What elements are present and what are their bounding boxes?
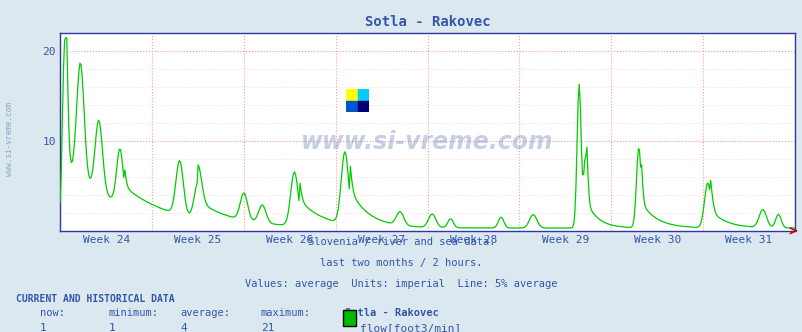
Text: 1: 1 — [108, 323, 115, 332]
Text: Sotla - Rakovec: Sotla - Rakovec — [345, 308, 439, 318]
Text: 4: 4 — [180, 323, 187, 332]
Bar — [346, 89, 357, 101]
Text: average:: average: — [180, 308, 230, 318]
Text: www.si-vreme.com: www.si-vreme.com — [5, 103, 14, 176]
Text: last two months / 2 hours.: last two months / 2 hours. — [320, 258, 482, 268]
Text: minimum:: minimum: — [108, 308, 158, 318]
Text: Slovenia / river and sea data.: Slovenia / river and sea data. — [307, 237, 495, 247]
Bar — [357, 89, 368, 101]
Bar — [346, 101, 357, 112]
Text: 21: 21 — [261, 323, 274, 332]
Text: CURRENT AND HISTORICAL DATA: CURRENT AND HISTORICAL DATA — [16, 294, 175, 304]
Text: maximum:: maximum: — [261, 308, 310, 318]
Text: 1: 1 — [40, 323, 47, 332]
Text: www.si-vreme.com: www.si-vreme.com — [301, 130, 553, 154]
Text: now:: now: — [40, 308, 65, 318]
Bar — [357, 101, 368, 112]
Text: flow[foot3/min]: flow[foot3/min] — [359, 323, 460, 332]
Text: Values: average  Units: imperial  Line: 5% average: Values: average Units: imperial Line: 5%… — [245, 279, 557, 289]
Title: Sotla - Rakovec: Sotla - Rakovec — [364, 15, 490, 29]
